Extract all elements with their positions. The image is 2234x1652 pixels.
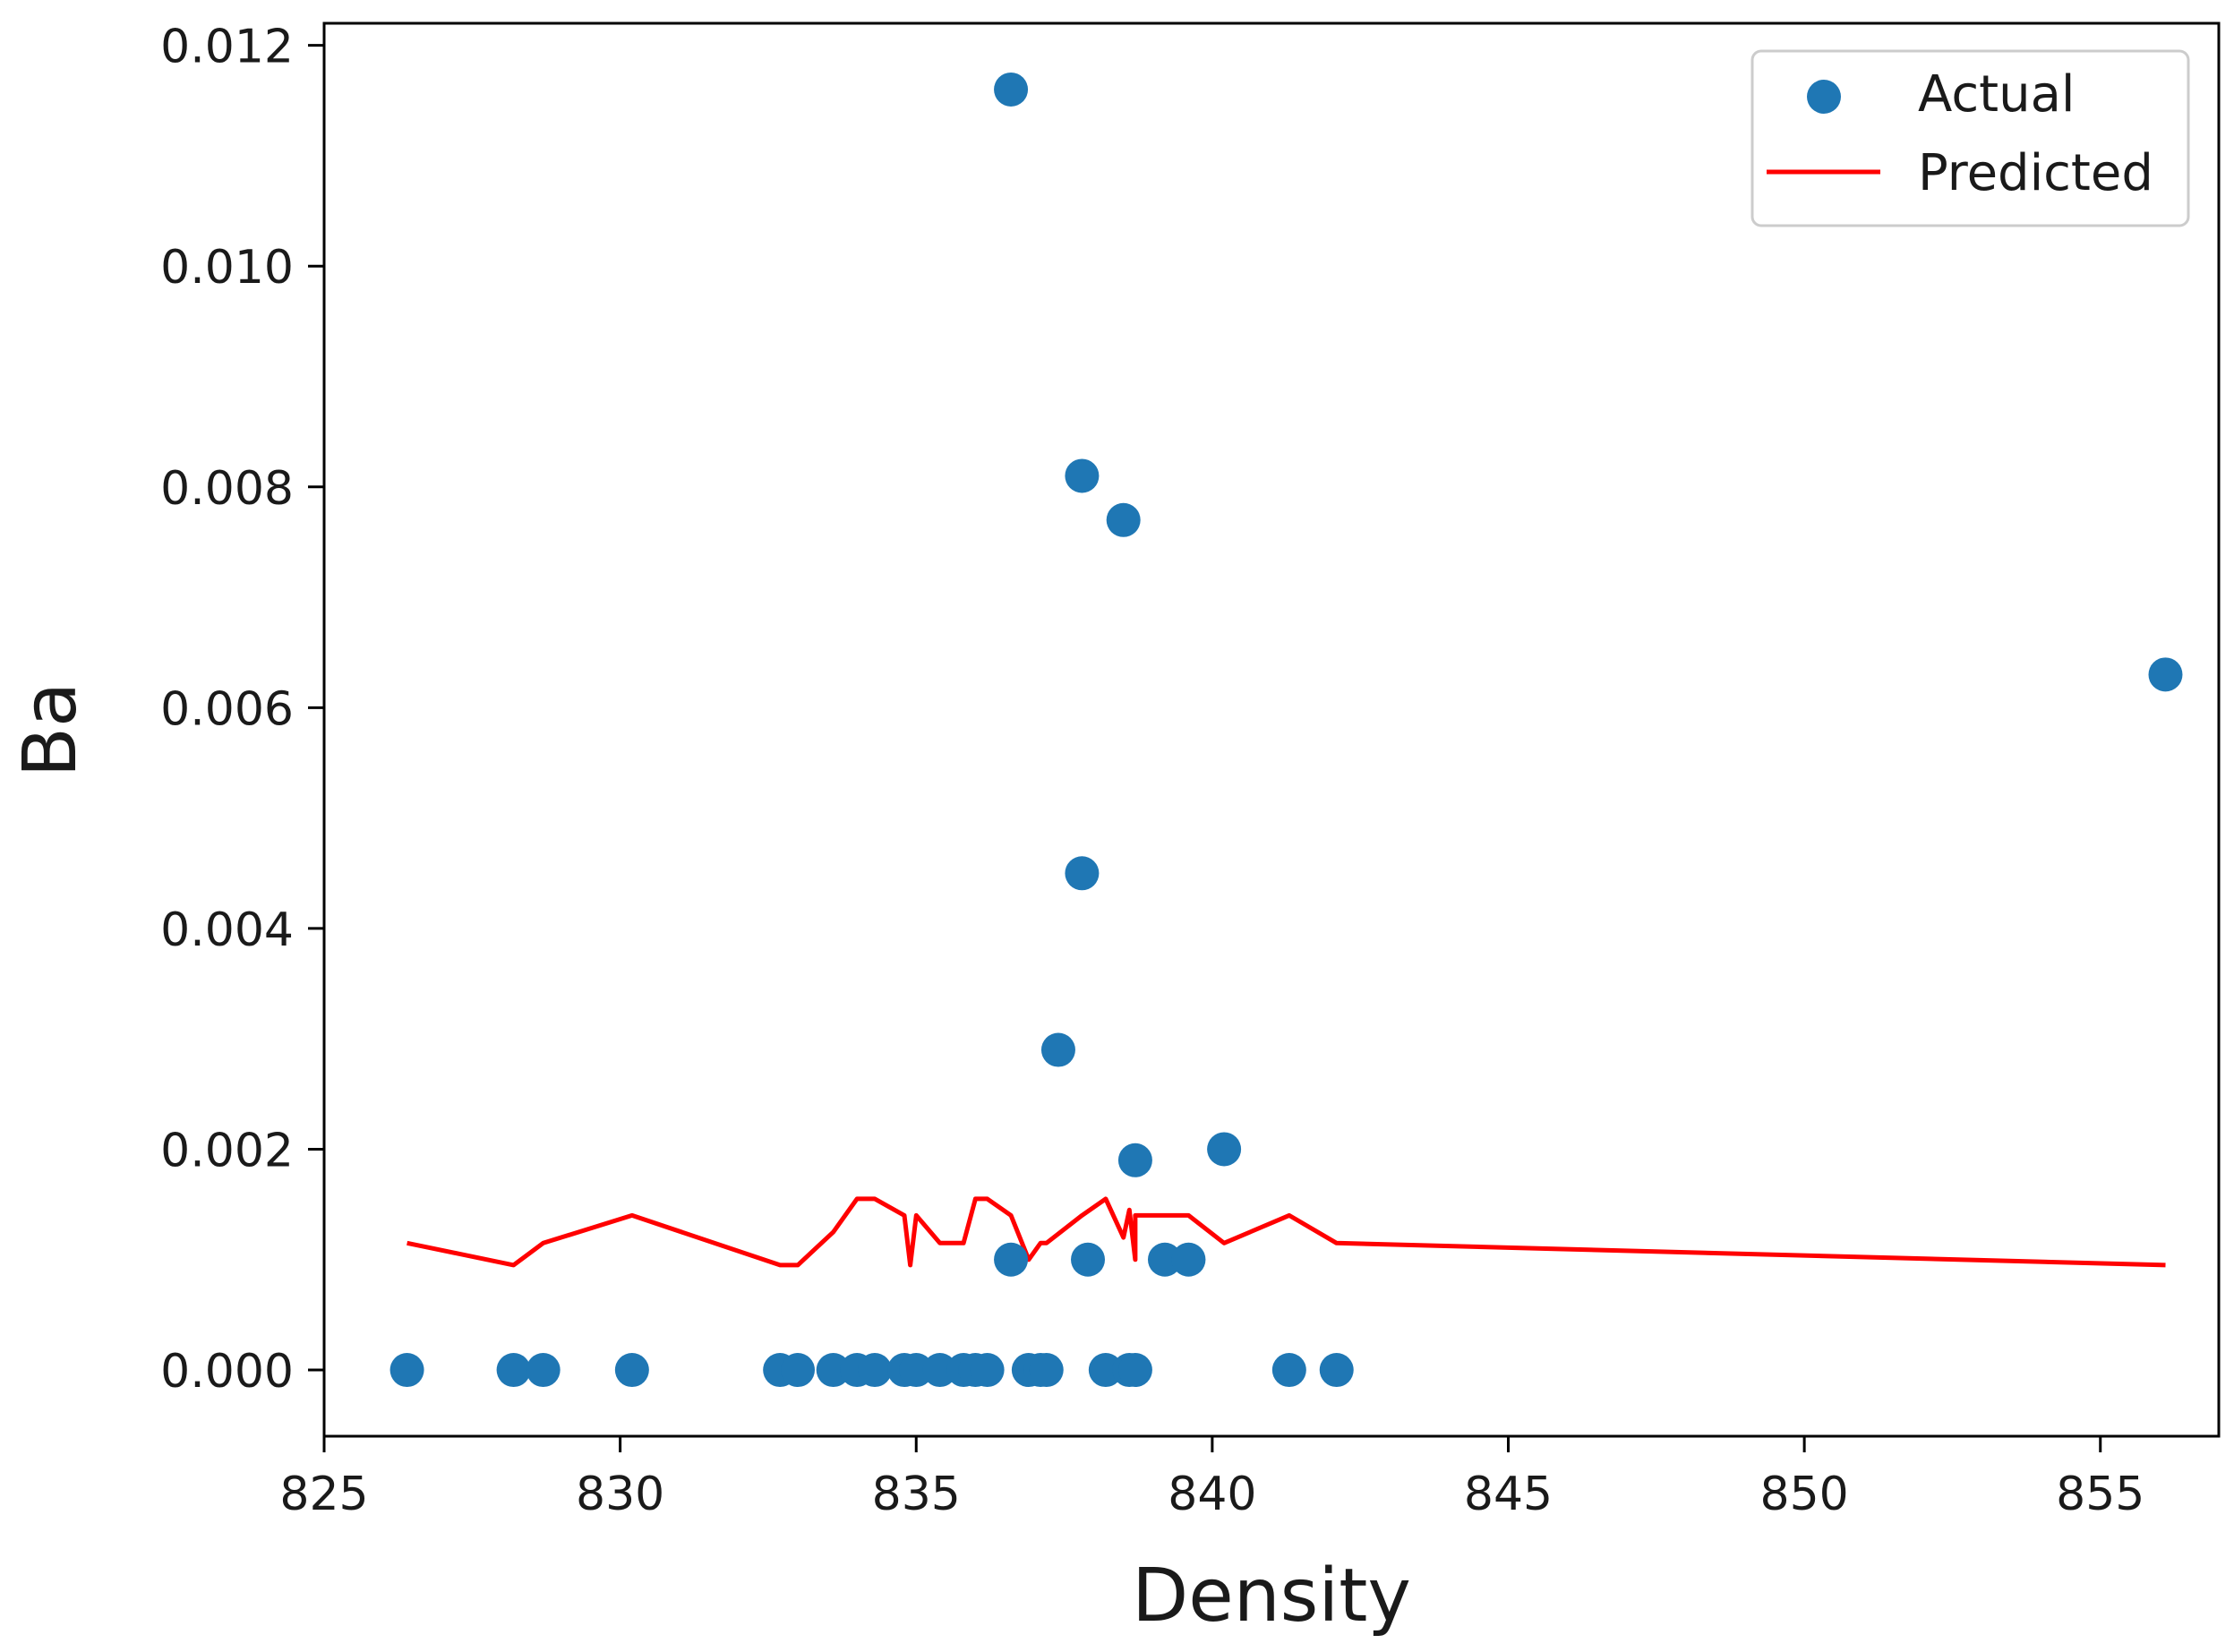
x-tick-label: 855	[2056, 1468, 2144, 1521]
y-tick-label: 0.008	[160, 462, 294, 516]
actual-point	[899, 1353, 934, 1388]
y-tick-label: 0.004	[160, 903, 294, 957]
legend-actual-marker	[1807, 80, 1841, 114]
x-tick-label: 825	[279, 1468, 368, 1521]
actual-point	[1207, 1132, 1242, 1167]
predicted-line	[407, 1196, 2166, 1268]
actual-point	[1040, 1032, 1075, 1067]
x-tick-label: 830	[576, 1468, 664, 1521]
y-tick-label: 0.006	[160, 682, 294, 736]
actual-point	[1088, 1353, 1123, 1388]
x-tick-label: 840	[1168, 1468, 1256, 1521]
legend: Actual Predicted	[1750, 49, 2190, 227]
y-axis: 0.000 0.002 0.004 0.006 0.008 0.010 0.012	[160, 21, 324, 1399]
x-tick-label: 850	[1759, 1468, 1848, 1521]
actual-point	[1065, 856, 1100, 891]
actual-point	[1029, 1353, 1064, 1388]
actual-point	[816, 1353, 851, 1388]
legend-actual-label: Actual	[1918, 65, 2075, 124]
legend-predicted-label: Predicted	[1918, 144, 2153, 202]
actual-point	[994, 1242, 1029, 1277]
actual-point	[1147, 1242, 1182, 1277]
actual-point	[496, 1353, 531, 1388]
y-tick-label: 0.002	[160, 1124, 294, 1177]
actual-point	[1319, 1353, 1354, 1388]
actual-point	[857, 1353, 892, 1388]
actual-point	[1117, 1353, 1152, 1388]
actual-point	[922, 1353, 957, 1388]
y-tick-label: 0.010	[160, 241, 294, 295]
x-tick-label: 845	[1464, 1468, 1553, 1521]
actual-point	[1271, 1353, 1306, 1388]
x-tick-label: 835	[872, 1468, 961, 1521]
actual-point	[781, 1353, 815, 1388]
actual-point	[614, 1353, 649, 1388]
actual-point	[1117, 1143, 1152, 1177]
actual-point	[994, 72, 1029, 107]
actual-point	[389, 1353, 424, 1388]
actual-point	[1065, 458, 1100, 493]
actual-point	[2148, 657, 2183, 692]
x-axis: 825 830 835 840 845 850 855	[279, 1436, 2144, 1521]
plot-marks	[389, 72, 2183, 1388]
y-axis-label: Ba	[8, 682, 93, 778]
plot-area-frame	[322, 21, 2221, 1438]
legend-frame	[1750, 49, 2190, 227]
y-tick-label: 0.000	[160, 1345, 294, 1399]
y-tick-label: 0.012	[160, 21, 294, 74]
actual-point	[1106, 502, 1141, 537]
x-axis-label: Density	[1132, 1554, 1411, 1639]
actual-point	[526, 1353, 561, 1388]
actual-point	[1171, 1242, 1206, 1277]
actual-point	[1071, 1242, 1106, 1277]
actual-point	[970, 1353, 1005, 1388]
